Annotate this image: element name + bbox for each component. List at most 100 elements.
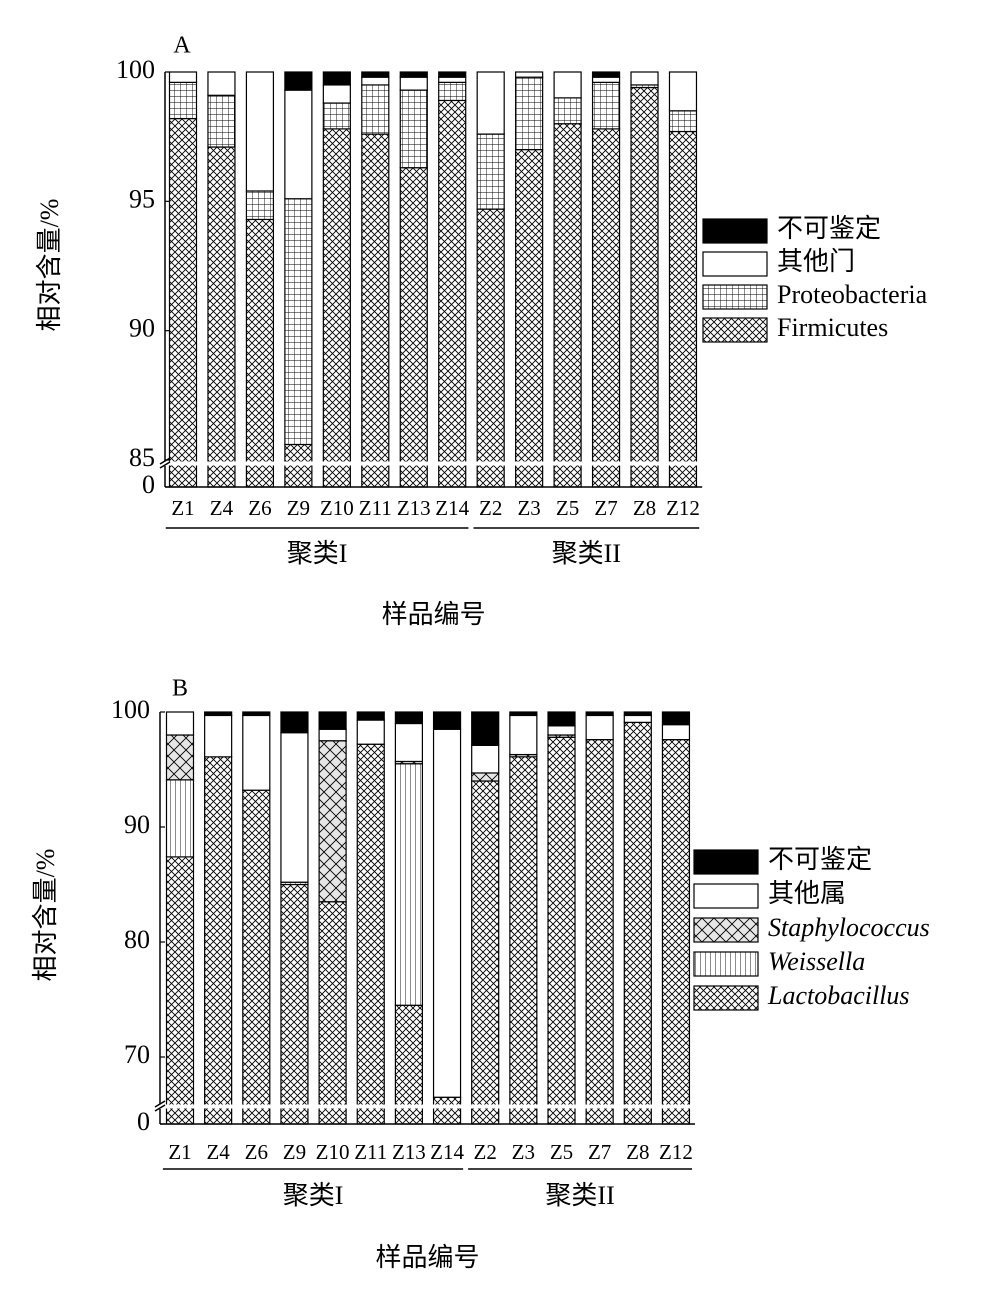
x-tick-label: Z12 <box>659 1140 693 1164</box>
bar-segment <box>661 711 691 726</box>
bar-segment <box>547 711 576 727</box>
bar-segment <box>515 71 544 78</box>
x-tick-label: Z11 <box>359 496 392 520</box>
bar-segment <box>318 901 347 1125</box>
legend-label: Lactobacillus <box>767 981 910 1010</box>
axis-break-gap <box>154 1104 698 1109</box>
bar-segment <box>438 99 467 488</box>
axis-break-gap <box>159 461 705 466</box>
bar-segment <box>547 736 576 1125</box>
x-tick-label: Z10 <box>316 1140 350 1164</box>
legend-swatch <box>693 917 759 943</box>
bar-segment <box>585 714 614 741</box>
bar-segment <box>432 711 462 730</box>
bar-segment <box>630 86 659 488</box>
bar-segment <box>591 76 621 83</box>
bar-segment <box>432 728 462 1098</box>
bar-segment <box>668 130 698 488</box>
bar-segment <box>361 71 390 78</box>
bar-segment <box>245 71 275 192</box>
bar-segment <box>280 883 309 1125</box>
bar-segment <box>318 740 347 903</box>
bar-segment <box>585 738 614 1125</box>
bar-segment <box>207 146 236 488</box>
legend-label: Proteobacteria <box>777 280 928 309</box>
x-tick-label: Z7 <box>588 1140 611 1164</box>
bar-segment <box>280 732 309 883</box>
bar-segment <box>242 789 271 1125</box>
bar-segment <box>280 711 309 734</box>
legend-label: 不可鉴定 <box>777 214 881 243</box>
bar-segment <box>394 711 423 725</box>
bar-segment <box>476 71 505 135</box>
bar-segment <box>207 71 236 96</box>
bar-segment <box>168 81 198 120</box>
bar-segment <box>476 208 505 488</box>
bar-segment <box>242 714 271 791</box>
x-tick-label: Z4 <box>210 496 234 520</box>
bar-segment <box>399 89 428 169</box>
x-tick-label: Z5 <box>556 496 579 520</box>
bar-segment <box>476 133 505 210</box>
bar-segment <box>591 128 621 488</box>
x-tick-label: Z1 <box>171 496 194 520</box>
legend-swatch <box>693 883 759 909</box>
x-tick-label: Z8 <box>633 496 656 520</box>
bar-segment <box>591 81 621 130</box>
x-tick-label: Z6 <box>245 1140 268 1164</box>
x-tick-label: Z9 <box>287 496 310 520</box>
bar-segment <box>242 711 271 717</box>
bar-segment <box>623 711 652 717</box>
axis-break-mark <box>159 457 171 469</box>
bar-segment <box>547 725 576 736</box>
x-tick-label: Z14 <box>435 496 469 520</box>
bar-segment <box>399 76 428 91</box>
bar-segment <box>471 772 500 782</box>
x-tick-label: Z13 <box>397 496 431 520</box>
bar-segment <box>623 721 652 1125</box>
bar-segment <box>165 734 195 781</box>
bar-segment <box>661 738 691 1125</box>
bar-segment <box>245 218 275 488</box>
legend-label: 其他属 <box>768 879 846 908</box>
bar-segment <box>438 81 467 102</box>
bar-segment <box>204 714 233 758</box>
x-tick-label: Z4 <box>206 1140 230 1164</box>
y-tick-label: 100 <box>116 55 155 84</box>
x-tick-label: Z12 <box>666 496 700 520</box>
bar-segment <box>284 71 313 91</box>
bar-segment <box>630 71 659 86</box>
y-tick-label: 0 <box>137 1107 150 1136</box>
bar-segment <box>438 76 467 83</box>
bar-segment <box>361 133 390 488</box>
legend-swatch <box>693 951 759 977</box>
y-tick-label: 90 <box>129 314 155 343</box>
bar-segment <box>623 714 652 723</box>
bar-segment <box>356 719 385 745</box>
bar-segment <box>204 711 233 717</box>
bar-segment <box>284 443 313 488</box>
bar-segment <box>471 711 500 746</box>
bar-segment <box>553 123 582 488</box>
bar-segment <box>165 779 195 858</box>
bar-segment <box>661 724 691 741</box>
legend-label: Firmicutes <box>777 313 888 342</box>
y-tick-label: 70 <box>124 1040 150 1069</box>
y-tick-label: 80 <box>124 925 150 954</box>
y-tick-label: 0 <box>142 470 155 499</box>
bar-segment <box>515 76 544 151</box>
bar-segment <box>553 71 582 99</box>
y-tick-label: 90 <box>124 810 150 839</box>
y-tick-label: 100 <box>111 695 150 724</box>
legend-swatch <box>702 251 768 277</box>
bar-segment <box>322 84 351 104</box>
x-tick-label: Z2 <box>479 496 502 520</box>
bar-segment <box>284 198 313 446</box>
bar-segment <box>394 1004 423 1125</box>
bar-segment <box>471 780 500 1125</box>
x-tick-label: Z10 <box>320 496 354 520</box>
x-tick-label: Z3 <box>517 496 540 520</box>
x-tick-label: Z3 <box>512 1140 535 1164</box>
y-axis-label: 相对含量/% <box>35 199 64 332</box>
